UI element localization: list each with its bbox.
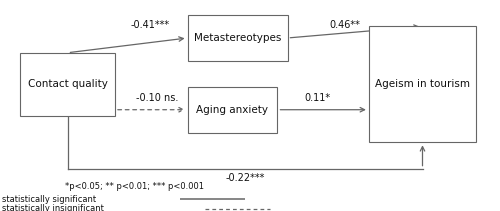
Text: Contact quality: Contact quality [28,79,108,89]
Text: -0.41***: -0.41*** [130,20,170,30]
Text: Metastereotypes: Metastereotypes [194,33,281,43]
Text: -0.10 ns.: -0.10 ns. [136,93,178,103]
Text: 0.11*: 0.11* [304,93,330,103]
Text: statistically significant: statistically significant [2,195,96,204]
FancyBboxPatch shape [188,15,288,61]
Text: *p<0.05; ** p<0.01; *** p<0.001: *p<0.05; ** p<0.01; *** p<0.001 [65,182,204,191]
FancyBboxPatch shape [20,53,115,116]
FancyBboxPatch shape [368,26,476,142]
Text: 0.46**: 0.46** [330,20,360,30]
Text: statistically insignificant: statistically insignificant [2,204,104,211]
Text: Aging anxiety: Aging anxiety [196,105,268,115]
FancyBboxPatch shape [188,87,278,133]
Text: -0.22***: -0.22*** [226,173,264,183]
Text: Ageism in tourism: Ageism in tourism [375,79,470,89]
